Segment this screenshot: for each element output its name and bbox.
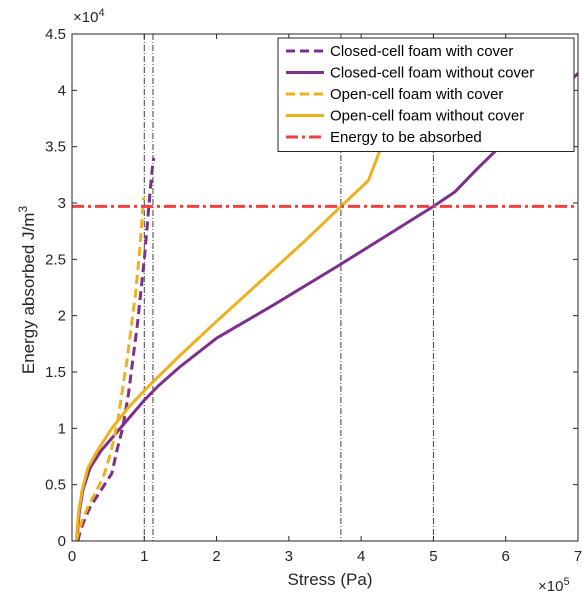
y-tick-label: 4 <box>58 82 66 99</box>
svg-text:Energy absorbed J/m3: Energy absorbed J/m3 <box>16 206 38 375</box>
svg-text:×105: ×105 <box>538 576 570 595</box>
series-line <box>76 157 156 541</box>
x-tick-label: 7 <box>574 548 582 565</box>
y-tick-label: 1 <box>58 420 66 437</box>
x-tick-label: 2 <box>212 548 220 565</box>
series-line <box>74 89 396 541</box>
x-tick-label: 6 <box>502 548 510 565</box>
x-exponent-power: 5 <box>563 576 569 588</box>
y-tick-label: 2 <box>58 308 66 325</box>
y-tick-label: 0 <box>58 533 66 550</box>
y-tick-label: 3 <box>58 195 66 212</box>
x-tick-label: 3 <box>285 548 293 565</box>
y-axis-label-text: Energy absorbed J/m <box>19 213 38 375</box>
legend-label: Closed-cell foam with cover <box>330 43 513 60</box>
series-layer <box>72 72 578 541</box>
x-exponent-base: ×10 <box>538 578 563 595</box>
x-tick-label: 0 <box>68 548 76 565</box>
x-exponent: ×105 <box>538 576 570 595</box>
legend-label: Open-cell foam without cover <box>330 108 524 125</box>
legend-label: Closed-cell foam without cover <box>330 65 534 82</box>
y-tick-label: 3.5 <box>45 139 66 156</box>
series-line <box>74 197 146 541</box>
axes-frame <box>71 33 579 542</box>
legend: Closed-cell foam with cover Closed-cell f… <box>277 37 575 152</box>
y-tick-label: 2.5 <box>45 251 66 268</box>
y-exponent-base: ×10 <box>73 9 98 26</box>
x-tick-label: 4 <box>357 548 365 565</box>
y-tick-label: 1.5 <box>45 364 66 381</box>
vertical-reference-lines <box>143 34 434 541</box>
y-exponent-power: 4 <box>98 7 104 19</box>
y-tick-label: 0.5 <box>45 477 66 494</box>
axes-layer: 0 1 2 3 4 5 6 7 0 0.5 1 1.5 2 2.5 3 3.5 4 4.5 <box>45 26 582 565</box>
svg-text:×104: ×104 <box>73 7 105 26</box>
y-axis-label-superscript: 3 <box>16 206 30 213</box>
y-exponent: ×104 <box>73 7 105 26</box>
x-tick-label: 5 <box>429 548 437 565</box>
x-axis-label: Stress (Pa) <box>287 570 372 589</box>
y-tick-label: 4.5 <box>45 26 66 43</box>
legend-label: Open-cell foam with cover <box>330 86 503 103</box>
y-axis-label: Energy absorbed J/m3 <box>16 206 38 375</box>
legend-label: Energy to be absorbed <box>330 129 482 146</box>
x-tick-label: 1 <box>140 548 148 565</box>
legend-box <box>277 37 575 152</box>
